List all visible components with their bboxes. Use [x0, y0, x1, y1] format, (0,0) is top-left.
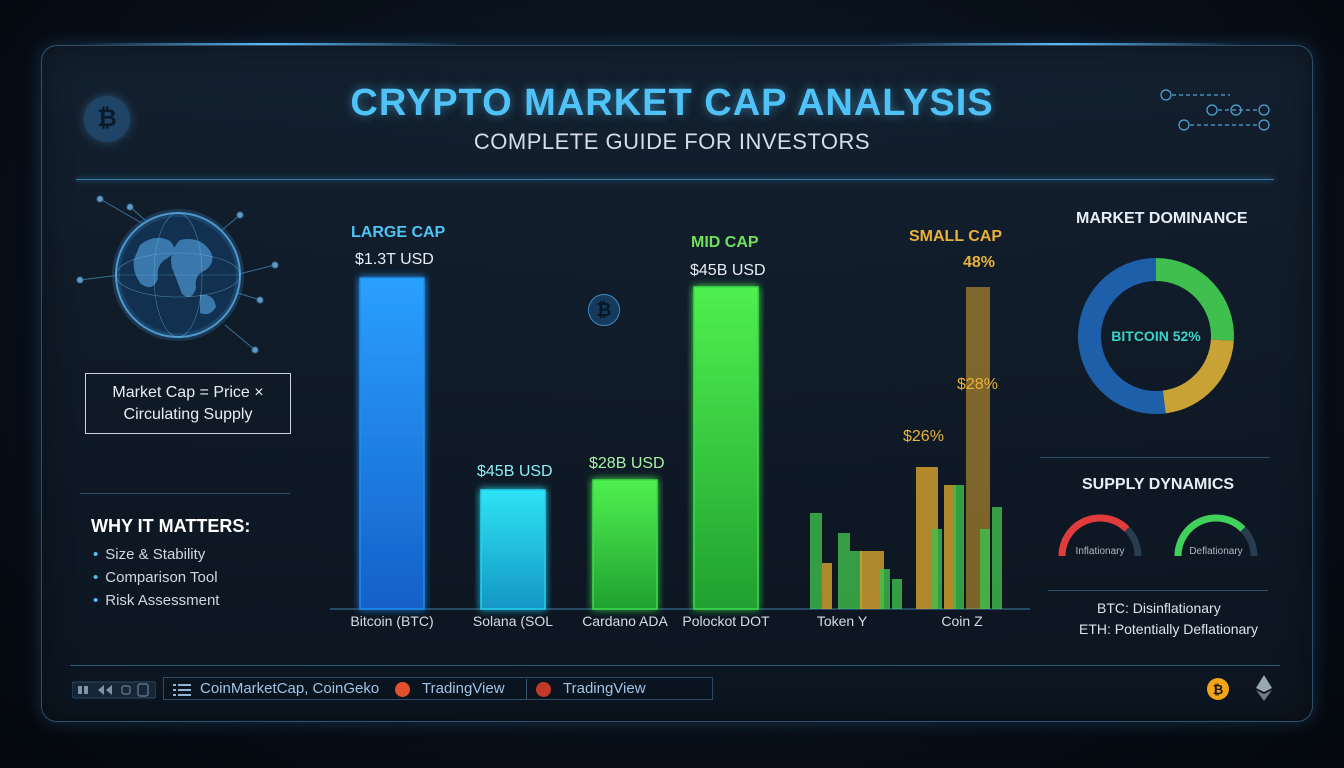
- right-divider-2: [1048, 590, 1268, 591]
- globe-icon: [76, 195, 279, 354]
- right-divider-1: [1040, 457, 1270, 458]
- small-cap-bar: [822, 563, 832, 609]
- market-dominance-title: MARKET DOMINANCE: [1076, 210, 1248, 227]
- tradingview-icon-2: [536, 682, 551, 697]
- list-icon: [173, 684, 191, 696]
- gauge-label-deflationary: Deflationary: [1189, 546, 1243, 557]
- bitcoin-logo-icon: ₿: [84, 96, 130, 142]
- tier-label-small: SMALL CAP: [909, 228, 1003, 245]
- why-item-risk: Risk Assessment: [93, 592, 219, 609]
- tier-label-large: LARGE CAP: [351, 224, 446, 241]
- value-label-token-y: $26%: [903, 428, 944, 445]
- why-it-matters-title: WHY IT MATTERS:: [91, 516, 251, 536]
- small-cap-bar: [850, 551, 862, 609]
- top-glow-line-right: [880, 43, 1240, 45]
- small-cap-bar: [932, 529, 942, 609]
- value-label-btc: $1.3T USD: [355, 251, 434, 268]
- top-glow-line: [80, 43, 460, 45]
- market-cap-chart: LARGE CAP MID CAP SMALL CAP $1.3T USD $4…: [320, 200, 1040, 640]
- source-link-tradingview-2[interactable]: TradingView: [563, 680, 646, 697]
- value-label-ada: $28B USD: [589, 455, 665, 472]
- market-dominance-donut: [1078, 258, 1234, 414]
- supply-note-eth: ETH: Potentially Deflationary: [1079, 621, 1258, 637]
- source-link-tradingview-1[interactable]: TradingView: [422, 680, 505, 697]
- page-title: CRYPTO MARKET CAP ANALYSIS: [350, 82, 994, 124]
- gauge-inflationary: [1058, 514, 1130, 557]
- donut-slice-gold: [1162, 339, 1234, 414]
- small-cap-bar: [810, 513, 822, 609]
- small-cap-bar: [954, 485, 964, 609]
- footer-divider: [70, 665, 1280, 666]
- gauge-label-inflationary: Inflationary: [1075, 546, 1125, 557]
- small-cap-bar: [992, 507, 1002, 609]
- bar-sol: [480, 489, 546, 610]
- tier-label-mid: MID CAP: [691, 234, 759, 251]
- gauge-deflationary: [1174, 514, 1246, 557]
- supply-dynamics-title: SUPPLY DYNAMICS: [1082, 476, 1235, 493]
- supply-gauges: [1058, 514, 1258, 557]
- why-item-size: Size & Stability: [93, 546, 205, 563]
- bar-ada: [592, 479, 658, 610]
- sources-bar: [163, 677, 713, 700]
- x-label-token-y: Token Y: [816, 613, 868, 629]
- chart-svg: [330, 277, 1030, 610]
- network-nodes-icon: [1160, 89, 1270, 131]
- tradingview-icon: [395, 682, 410, 697]
- media-controls-icon: [72, 681, 156, 699]
- header-divider: [76, 179, 1274, 180]
- x-label-sol: Solana (SOL: [472, 613, 554, 629]
- left-divider: [80, 493, 290, 494]
- market-cap-formula: Market Cap = Price × Circulating Supply: [85, 373, 291, 434]
- small-cap-bar: [880, 569, 890, 609]
- supply-note-btc: BTC: Disinflationary: [1097, 600, 1221, 616]
- value-label-coin-z: $28%: [957, 376, 998, 393]
- value-label-dot: $45B USD: [690, 262, 766, 279]
- bar-dot: [693, 286, 759, 610]
- bitcoin-footer-icon[interactable]: ₿: [1207, 678, 1229, 700]
- small-cap-bar: [944, 485, 956, 609]
- donut-slice-bitcoin: [1078, 258, 1166, 414]
- why-item-comparison: Comparison Tool: [93, 569, 217, 586]
- source-link-coinmarketcap[interactable]: CoinMarketCap, CoinGeko: [200, 680, 380, 697]
- page-subtitle: COMPLETE GUIDE FOR INVESTORS: [473, 129, 871, 154]
- x-label-dot: Polockot DOT: [682, 613, 770, 629]
- value-label-sol: $45B USD: [477, 463, 553, 480]
- donut-center-label: BITCOIN 52%: [1111, 328, 1201, 344]
- x-label-coin-z: Coin Z: [941, 613, 983, 629]
- value-label-small-top: 48%: [963, 254, 996, 271]
- small-cap-bar: [980, 529, 990, 609]
- bitcoin-chart-icon: ₿: [588, 294, 620, 326]
- footer-separator: [526, 679, 527, 699]
- small-cap-bar: [892, 579, 902, 609]
- ethereum-footer-icon[interactable]: [1255, 674, 1273, 702]
- bar-btc: [359, 277, 425, 610]
- donut-slice-green: [1156, 258, 1234, 341]
- x-label-ada: Cardano ADA: [582, 613, 668, 629]
- x-label-btc: Bitcoin (BTC): [350, 613, 434, 629]
- small-cap-bar: [838, 533, 850, 609]
